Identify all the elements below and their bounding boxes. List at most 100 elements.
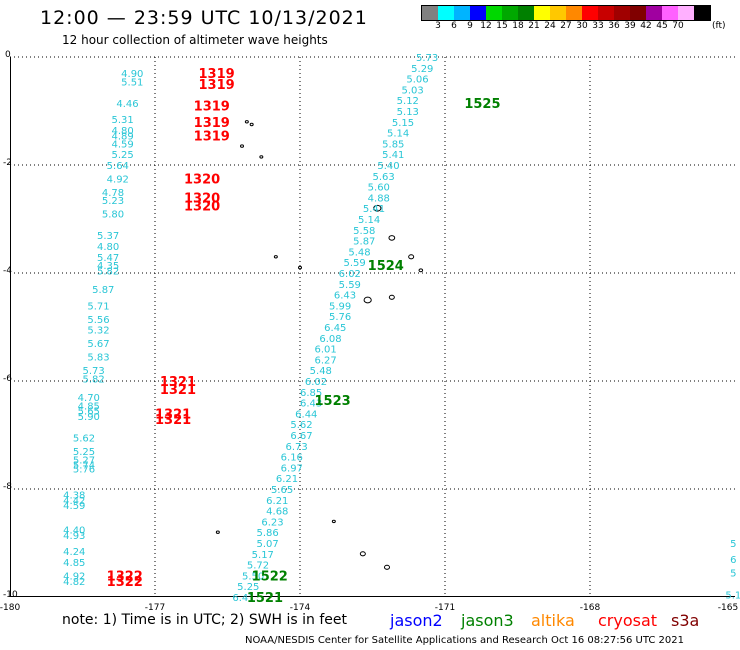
pass-number-label: 1319 (194, 129, 230, 144)
lon-tick-label: -180 (0, 603, 21, 613)
wave-height-value: 4.80 (97, 242, 119, 253)
wave-height-value: 6.27 (315, 355, 337, 366)
lat-tick-label: -10 (3, 590, 18, 600)
wave-height-value: 5.76 (329, 312, 351, 323)
legend-label: 15 (496, 21, 508, 31)
wave-height-value: 5.40 (377, 161, 399, 172)
map-subtitle: 12 hour collection of altimeter wave hei… (62, 33, 328, 47)
legend-swatch (470, 6, 486, 20)
wave-height-value: 5.29 (411, 64, 433, 75)
wave-height-value: 6.01 (315, 345, 337, 356)
wave-height-value: 5.51 (121, 77, 143, 88)
legend-label: 6 (451, 21, 457, 31)
wave-height-value: 4.38 (63, 490, 85, 501)
lon-tick-label: -171 (434, 603, 456, 613)
wave-height-value: 5.71 (87, 301, 109, 312)
wave-height-value: 5.27 (73, 455, 95, 466)
wave-height-value: 5.32 (87, 326, 109, 337)
pass-number-label: 1521 (247, 591, 283, 606)
island-outline (259, 155, 264, 159)
legend-swatch (694, 6, 710, 20)
wave-height-value: 5.13 (397, 107, 419, 118)
island-outline (240, 144, 244, 148)
pass-number-label: 1319 (199, 67, 235, 82)
wave-height-value: 5.25 (237, 582, 259, 593)
legend-label: 12 (480, 21, 492, 31)
wave-height-value: 5 (730, 539, 736, 550)
wave-height-value: 6.21 (276, 474, 298, 485)
island-outline (215, 530, 220, 534)
legend-label: 3 (435, 21, 441, 31)
wave-height-value: 4.85 (78, 401, 100, 412)
lat-tick-label: -6 (3, 374, 12, 384)
wave-height-value: 5.83 (87, 353, 109, 364)
wave-height-value: 5.17 (252, 550, 274, 561)
wave-height-value: 5.87 (353, 237, 375, 248)
legend-swatch (550, 6, 566, 20)
pass-number-label: 1523 (315, 394, 351, 409)
wave-height-value: 5.56 (87, 315, 109, 326)
wave-height-value: 5.72 (247, 561, 269, 572)
legend-swatch (582, 6, 598, 20)
wave-height-value: 4.68 (266, 507, 288, 518)
pass-number-label: 1319 (194, 100, 230, 115)
pass-number-label: 1321 (155, 407, 191, 422)
lat-tick-label: -2 (3, 158, 12, 168)
wave-height-value: 6.97 (281, 463, 303, 474)
wave-height-value: 5.25 (73, 447, 95, 458)
lat-tick-label: -8 (3, 482, 12, 492)
wave-height-value: 5.41 (382, 150, 404, 161)
island-outline (408, 254, 415, 260)
legend-label: 30 (576, 21, 588, 31)
island-outline (244, 120, 249, 124)
credit-line: NOAA/NESDIS Center for Satellite Applica… (245, 635, 684, 646)
wave-height-value: 6.67 (290, 431, 312, 442)
wave-height-value: 5.64 (107, 161, 129, 172)
wave-height-value: 5.12 (397, 96, 419, 107)
wave-height-value: 4.24 (63, 547, 85, 558)
wave-height-value: 5.14 (358, 215, 380, 226)
wave-height-value: 6.21 (266, 496, 288, 507)
island-outline (359, 551, 366, 557)
wave-height-value: 4.85 (63, 558, 85, 569)
island-outline (418, 268, 424, 273)
wave-height-value: 5.15 (392, 118, 414, 129)
legend-label: 9 (467, 21, 473, 31)
pass-number-label: 1322 (107, 575, 143, 590)
wave-height-value: 4.88 (368, 193, 390, 204)
pass-number-label: 1321 (160, 383, 196, 398)
wave-height-value: 4.35 (97, 261, 119, 272)
lon-tick-label: -165 (717, 603, 739, 613)
legend-swatch (630, 6, 646, 20)
wave-height-value: 6.23 (261, 517, 283, 528)
legend-swatch (678, 6, 694, 20)
island-outline (273, 255, 278, 259)
pass-number-label: 1319 (199, 78, 235, 93)
lat-tick-label: 0 (5, 50, 11, 60)
wave-height-value: 6.41 (232, 593, 254, 604)
legend-swatch (566, 6, 582, 20)
wave-height-value: 5.85 (382, 139, 404, 150)
wave-height-value: 5.25 (112, 150, 134, 161)
legend-label: 70 (672, 21, 684, 31)
pass-number-label: 1522 (252, 569, 288, 584)
wave-height-value: 4.80 (112, 126, 134, 137)
satellite-label-cryosat: cryosat (598, 611, 658, 630)
wave-height-value: 6.43 (300, 399, 322, 410)
wave-height-value: 5.65 (78, 407, 100, 418)
wave-height-value: 4.82 (63, 577, 85, 588)
wave-height-value: 4.42 (63, 496, 85, 507)
map-title: 12:00 — 23:59 UTC 10/13/2021 (40, 7, 368, 29)
wave-height-value: 5.76 (73, 464, 95, 475)
legend-swatch (534, 6, 550, 20)
wave-height-value: 6.02 (305, 377, 327, 388)
island-outline (388, 235, 396, 241)
wave-height-value: 6.08 (319, 334, 341, 345)
wave-height-value: 5.07 (257, 539, 279, 550)
island-outline (388, 294, 395, 300)
legend-label: 18 (512, 21, 524, 31)
wave-height-value: 5.82 (97, 266, 119, 277)
wave-height-value: 5.62 (73, 434, 95, 445)
legend-label: 21 (528, 21, 540, 31)
wave-height-value: 4.92 (63, 571, 85, 582)
